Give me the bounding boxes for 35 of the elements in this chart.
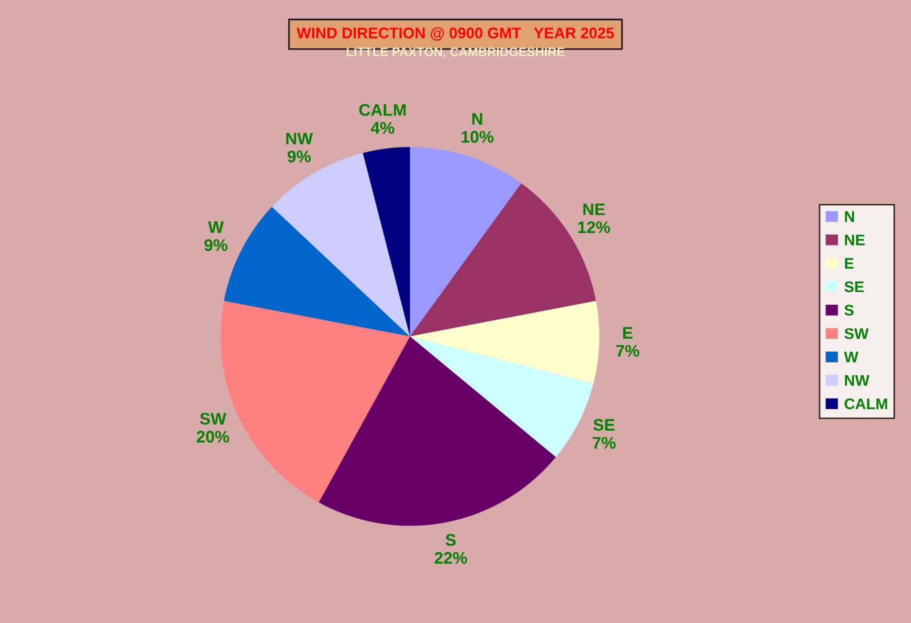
pie-slice — [410, 336, 594, 458]
legend-label: S — [844, 304, 854, 316]
legend-label: SE — [844, 281, 864, 292]
legend-label: NE — [845, 234, 865, 246]
data-label: 9% — [288, 150, 311, 162]
legend-label: E — [845, 258, 854, 269]
slice-label: NE — [583, 204, 605, 216]
slice-label: W — [208, 221, 224, 233]
data-label: 20% — [196, 430, 230, 443]
data-label: 10% — [462, 130, 494, 143]
slice-label: NW — [286, 132, 313, 144]
pie-slice — [362, 147, 410, 336]
data-label: 9% — [204, 239, 228, 251]
slice-label: S — [446, 534, 456, 546]
data-label: 7% — [592, 436, 616, 449]
slice-label: CALM — [359, 104, 406, 116]
legend-label: SW — [844, 328, 869, 340]
legend-label: CALM — [844, 398, 888, 410]
pie-slice — [410, 147, 522, 336]
legend-label: N — [845, 211, 854, 222]
data-label: 7% — [616, 344, 640, 357]
data-label: 4% — [370, 122, 394, 134]
data-label: 12% — [578, 221, 610, 234]
legend-label: W — [844, 352, 858, 362]
chart-subtitle: LITTLE PAXTON, CAMBRIDGESHIRE — [346, 47, 565, 58]
slice-label: SE — [593, 418, 614, 431]
pie-slice — [410, 300, 600, 384]
data-label: 22% — [434, 552, 467, 564]
pie-slice — [318, 336, 556, 526]
slice-label: N — [472, 113, 482, 125]
legend-label: NW — [845, 375, 870, 386]
chart-title: WIND DIRECTION @ 0900 GMT YEAR 2025 — [296, 27, 614, 41]
slice-label: E — [623, 327, 633, 339]
slice-label: SW — [200, 412, 226, 425]
pie-slice — [272, 152, 410, 336]
